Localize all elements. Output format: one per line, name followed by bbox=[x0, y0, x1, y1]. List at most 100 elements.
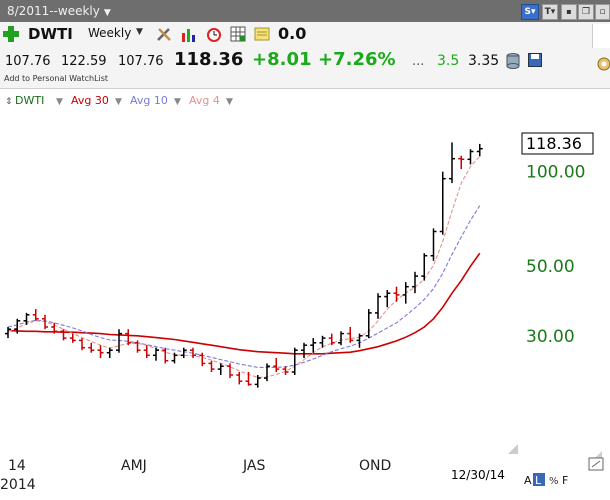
more-ellipsis[interactable]: ... bbox=[412, 54, 425, 69]
scale-l-button-bg[interactable] bbox=[533, 473, 545, 486]
ohlc-bar bbox=[153, 347, 159, 361]
legend-avg10[interactable]: Avg 10 bbox=[130, 94, 168, 107]
database-icon[interactable] bbox=[506, 53, 520, 69]
ohlc-bar bbox=[310, 338, 317, 353]
ohlc-bar bbox=[338, 331, 344, 346]
resize-handle-icon[interactable] bbox=[508, 444, 518, 454]
ohlc-bar bbox=[328, 333, 335, 346]
tools-icon[interactable] bbox=[156, 26, 172, 42]
x-tick-label: 14 bbox=[8, 458, 26, 474]
title-bar: 8/2011--weekly ▼ S▾ T▾ ▪ ❐ ▫ bbox=[0, 0, 610, 23]
link-icon[interactable]: S▾ bbox=[521, 4, 539, 20]
chart-panel[interactable]: ⇕ DWTI ▼ Avg 30 ▼ Avg 10 ▼ Avg 4 ▼ 100.0… bbox=[0, 89, 610, 496]
panel-edge bbox=[592, 24, 610, 48]
ohlc-bar bbox=[5, 327, 11, 339]
ohlc-bar bbox=[458, 155, 465, 169]
save-icon[interactable] bbox=[528, 53, 542, 67]
percent-button[interactable]: % bbox=[549, 476, 559, 487]
scale-l-button[interactable]: L bbox=[535, 474, 542, 487]
ohlc-bar bbox=[227, 363, 233, 379]
y-tick-label: 30.00 bbox=[526, 327, 575, 347]
chart-legend: ⇕ DWTI ▼ Avg 30 ▼ Avg 10 ▼ Avg 4 ▼ bbox=[5, 94, 233, 107]
chevron-down-icon[interactable]: ▼ bbox=[56, 97, 63, 107]
ohlc-bar bbox=[245, 372, 252, 386]
settings-gear-icon[interactable] bbox=[594, 54, 610, 74]
quote-bar: 107.76 122.59 107.76 118.36 +8.01 +7.26%… bbox=[0, 48, 610, 89]
ohlc-bar bbox=[264, 363, 270, 382]
price-chart[interactable]: ⇕ DWTI ▼ Avg 30 ▼ Avg 10 ▼ Avg 4 ▼ 100.0… bbox=[0, 89, 610, 496]
alarm-clock-icon[interactable] bbox=[206, 26, 222, 42]
ohlc-bar bbox=[449, 142, 455, 184]
legend-symbol[interactable]: DWTI bbox=[15, 94, 44, 107]
ohlc-bar bbox=[384, 290, 391, 308]
fit-button[interactable]: F bbox=[562, 474, 568, 487]
ohlc-bar bbox=[291, 347, 298, 375]
add-to-watchlist-link[interactable]: Add to Personal WatchList bbox=[4, 74, 109, 83]
x-tick-label: OND bbox=[359, 458, 391, 474]
ohlc-bar bbox=[365, 309, 372, 339]
ohlc-bar bbox=[347, 327, 354, 343]
ohlc-bar bbox=[23, 312, 30, 325]
chevron-down-icon[interactable]: ▼ bbox=[174, 97, 181, 107]
ohlc-bar bbox=[14, 318, 21, 334]
grid-calculator-icon[interactable] bbox=[230, 26, 246, 42]
ohlc-bar bbox=[79, 338, 85, 351]
chevron-down-icon[interactable]: ▼ bbox=[226, 97, 233, 107]
chevron-down-icon[interactable]: ▼ bbox=[115, 97, 122, 107]
ohlc-bar bbox=[236, 372, 243, 385]
note-icon[interactable] bbox=[254, 26, 270, 42]
ohlc-bar bbox=[254, 375, 261, 388]
ohlc-bar bbox=[180, 347, 187, 358]
ohlc-bar bbox=[273, 358, 280, 372]
ohlc-bar bbox=[301, 342, 307, 358]
current-price-box bbox=[521, 132, 594, 155]
scale-a-button[interactable]: A bbox=[524, 474, 532, 487]
add-icon[interactable] bbox=[3, 26, 19, 42]
ohlc-bar bbox=[143, 345, 150, 358]
period-select[interactable]: Weekly bbox=[88, 26, 132, 40]
ma-line-avg4 bbox=[7, 155, 481, 379]
window-title: 8/2011--weekly bbox=[7, 4, 100, 18]
date-label: 12/30/14 bbox=[451, 468, 505, 482]
current-price-label: 118.36 bbox=[526, 134, 582, 153]
drag-handle-icon[interactable]: ⇕ bbox=[5, 97, 13, 107]
year-label: 2014 bbox=[0, 477, 36, 493]
price-change: +8.01 bbox=[252, 49, 312, 70]
ohlc-bar bbox=[190, 347, 196, 358]
ohlc-bar bbox=[42, 314, 48, 330]
x-tick-label: AMJ bbox=[121, 458, 147, 474]
ohlc-bar bbox=[439, 171, 446, 235]
symbol-label[interactable]: DWTI bbox=[28, 25, 73, 43]
legend-avg4[interactable]: Avg 4 bbox=[189, 94, 220, 107]
ohlc-bar bbox=[412, 271, 418, 294]
chevron-down-icon: ▼ bbox=[103, 8, 111, 18]
bar-chart-icon[interactable] bbox=[181, 26, 197, 42]
restore-window-icon[interactable]: ❐ bbox=[578, 4, 594, 20]
ohlc-bar bbox=[430, 228, 437, 261]
corner-icons bbox=[508, 444, 602, 463]
window-title-dropdown[interactable]: 8/2011--weekly ▼ bbox=[7, 4, 111, 18]
ohlc-bar bbox=[476, 143, 483, 157]
high-price: 122.59 bbox=[61, 54, 107, 69]
close-window-icon[interactable]: ▫ bbox=[595, 4, 610, 20]
ohlc-bar bbox=[88, 342, 95, 353]
last-price: 118.36 bbox=[174, 49, 244, 70]
ohlc-bar bbox=[208, 360, 215, 372]
ma-line-avg10 bbox=[7, 205, 481, 368]
legend-avg30[interactable]: Avg 30 bbox=[71, 94, 109, 107]
symbol-toolbar: DWTI Weekly ▼ 0.0 bbox=[0, 22, 610, 48]
save-icon[interactable]: ▪ bbox=[561, 4, 577, 20]
indicator-value: 0.0 bbox=[278, 24, 307, 43]
value-b: 3.35 bbox=[468, 53, 500, 69]
ohlc-bar bbox=[51, 322, 58, 334]
text-icon[interactable]: T▾ bbox=[542, 4, 558, 20]
ohlc-bar bbox=[217, 363, 224, 375]
ohlc-bar bbox=[134, 340, 141, 353]
y-tick-label: 100.00 bbox=[526, 163, 585, 183]
chevron-down-icon[interactable]: ▼ bbox=[136, 27, 143, 37]
ohlc-bar bbox=[356, 333, 363, 348]
y-tick-label: 50.00 bbox=[526, 257, 575, 277]
value-a: 3.5 bbox=[437, 53, 460, 69]
low-price: 107.76 bbox=[118, 54, 164, 69]
ohlc-bar bbox=[60, 329, 67, 341]
